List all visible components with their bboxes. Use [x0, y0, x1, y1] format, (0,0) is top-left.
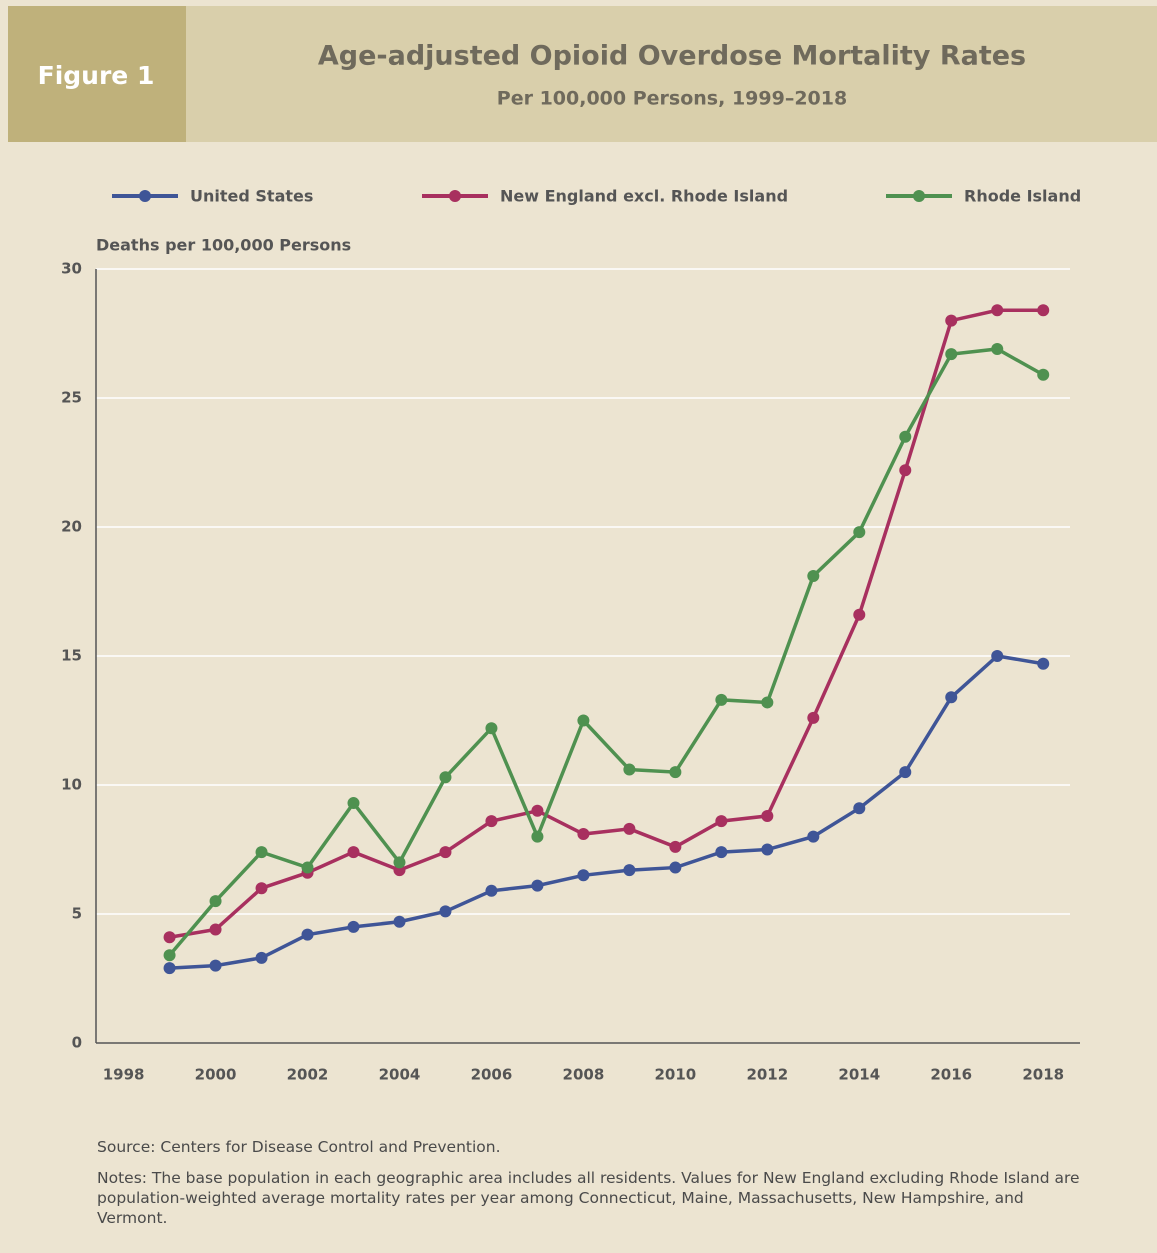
data-point	[301, 928, 314, 941]
data-point	[761, 696, 774, 709]
data-point	[209, 959, 222, 972]
data-point	[163, 962, 176, 975]
figure-label: Figure 1	[38, 61, 155, 90]
series-line	[169, 308, 1044, 939]
x-tick-label: 2010	[654, 1066, 696, 1084]
chart-subtitle: Per 100,000 Persons, 1999–2018	[497, 88, 847, 110]
data-point	[715, 846, 728, 859]
y-tick-label: 30	[61, 260, 82, 278]
legend-label: New England excl. Rhode Island	[500, 187, 788, 206]
data-point	[853, 802, 866, 815]
x-tick-label: 2014	[838, 1066, 880, 1084]
data-point	[899, 430, 912, 443]
data-point	[853, 608, 866, 621]
x-tick-label: 2000	[195, 1066, 237, 1084]
data-point	[991, 650, 1004, 662]
data-point	[163, 949, 176, 962]
data-point	[945, 314, 958, 327]
data-point	[623, 864, 636, 877]
data-point	[669, 766, 682, 779]
data-point	[669, 861, 682, 874]
data-point	[255, 951, 268, 964]
data-point	[1037, 657, 1050, 670]
data-point	[1037, 368, 1050, 381]
data-point	[439, 905, 452, 918]
x-tick-label: 1998	[103, 1066, 145, 1084]
y-tick-label: 10	[61, 776, 82, 794]
data-point	[209, 923, 222, 936]
legend-marker	[449, 190, 461, 202]
x-tick-label: 2006	[471, 1066, 513, 1084]
x-tick-label: 2002	[287, 1066, 329, 1084]
source: Source: Centers for Disease Control and …	[97, 1138, 501, 1156]
header-band	[186, 6, 1157, 142]
x-tick-label: 2012	[746, 1066, 788, 1084]
data-point	[439, 846, 452, 859]
data-point	[163, 931, 176, 944]
data-point	[623, 822, 636, 835]
legend-marker	[139, 190, 151, 202]
legend-label: United States	[190, 187, 313, 206]
data-point	[623, 763, 636, 776]
series-line	[168, 347, 1045, 957]
data-point	[807, 830, 820, 843]
series-line	[169, 654, 1044, 970]
label-box	[8, 6, 186, 142]
data-point	[301, 861, 314, 874]
data-point	[807, 570, 820, 583]
data-point	[347, 920, 360, 933]
data-point	[899, 464, 912, 477]
data-point	[899, 766, 912, 779]
y-tick-label: 5	[72, 905, 82, 923]
data-point	[255, 846, 268, 859]
x-tick-label: 2018	[1022, 1066, 1064, 1084]
data-point	[1037, 304, 1050, 317]
y-tick-label: 15	[61, 647, 82, 665]
x-tick-label: 2016	[930, 1066, 972, 1084]
data-point	[577, 869, 590, 882]
data-point	[485, 815, 498, 828]
data-point	[715, 693, 728, 706]
y-tick-label: 25	[61, 389, 82, 407]
data-point	[393, 856, 406, 869]
legend-marker	[913, 190, 925, 202]
x-tick-label: 2004	[379, 1066, 421, 1084]
data-point	[807, 711, 820, 724]
y-tick-label: 0	[72, 1034, 82, 1052]
x-tick-label: 2008	[563, 1066, 605, 1084]
data-point	[853, 526, 866, 539]
chart-title: Age-adjusted Opioid Overdose Mortality R…	[318, 41, 1026, 72]
data-point	[485, 884, 498, 897]
legend-label: Rhode Island	[964, 187, 1081, 206]
data-point	[669, 840, 682, 853]
notes: Notes: The base population in each geogr…	[97, 1169, 1080, 1227]
data-point	[531, 879, 544, 892]
chart: Figure 1 Age-adjusted Opioid Overdose Mo…	[8, 6, 1157, 1084]
data-point	[209, 895, 222, 908]
data-point	[485, 722, 498, 735]
data-point	[991, 304, 1004, 317]
data-point	[715, 815, 728, 828]
data-point	[945, 691, 958, 704]
data-point	[761, 809, 774, 822]
data-point	[577, 828, 590, 841]
data-point	[761, 843, 774, 856]
data-point	[255, 882, 268, 895]
data-point	[347, 797, 360, 810]
data-point	[439, 771, 452, 784]
y-tick-label: 20	[61, 518, 82, 536]
data-point	[531, 804, 544, 817]
data-point	[393, 915, 406, 928]
data-point	[945, 348, 958, 361]
data-point	[531, 830, 544, 843]
data-point	[991, 342, 1004, 355]
data-point	[577, 714, 590, 727]
data-point	[347, 846, 360, 859]
y-axis-label: Deaths per 100,000 Persons	[96, 236, 351, 255]
